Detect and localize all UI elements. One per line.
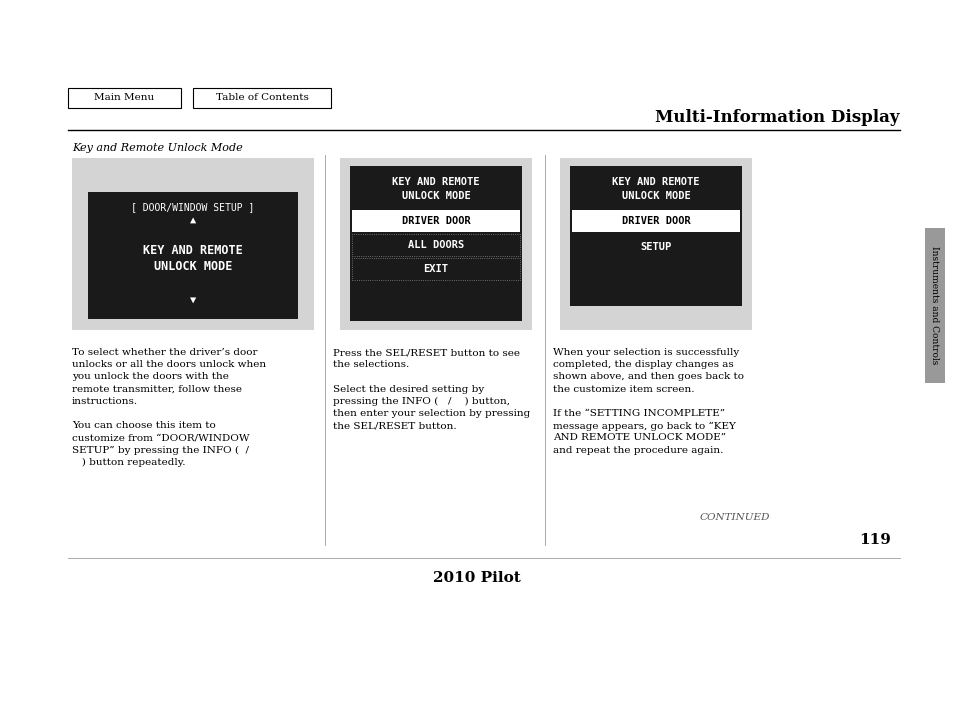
Text: [ DOOR/WINDOW SETUP ]: [ DOOR/WINDOW SETUP ] [132,202,254,212]
Text: Main Menu: Main Menu [94,94,154,102]
Bar [352,234,519,256]
Bar [559,158,751,330]
Bar [350,166,521,321]
Text: shown above, and then goes back to: shown above, and then goes back to [553,373,743,381]
Bar [569,166,741,306]
Text: Table of Contents: Table of Contents [215,94,308,102]
Text: the customize item screen.: the customize item screen. [553,385,694,393]
Text: pressing the INFO (   /    ) button,: pressing the INFO ( / ) button, [333,397,510,406]
Text: CONTINUED: CONTINUED [700,513,770,523]
Text: remote transmitter, follow these: remote transmitter, follow these [71,385,242,393]
Text: To select whether the driver’s door: To select whether the driver’s door [71,348,257,357]
Text: When your selection is successfully: When your selection is successfully [553,348,739,357]
Text: ALL DOORS: ALL DOORS [408,240,464,250]
Text: UNLOCK MODE: UNLOCK MODE [621,191,690,201]
Text: you unlock the doors with the: you unlock the doors with the [71,373,229,381]
Text: the selections.: the selections. [333,360,409,369]
Text: Key and Remote Unlock Mode: Key and Remote Unlock Mode [71,143,242,153]
Bar [352,210,519,232]
Text: Select the desired setting by: Select the desired setting by [333,385,484,393]
Bar [352,234,519,256]
Bar [924,228,944,383]
Bar [339,158,532,330]
Text: ▲: ▲ [190,215,196,225]
Text: ▼: ▼ [190,295,196,305]
Text: You can choose this item to: You can choose this item to [71,421,215,430]
Text: DRIVER DOOR: DRIVER DOOR [621,216,690,226]
Bar [71,158,314,330]
Text: KEY AND REMOTE: KEY AND REMOTE [143,244,243,256]
Bar [572,210,740,232]
Bar [88,192,297,319]
Text: If the “SETTING INCOMPLETE”: If the “SETTING INCOMPLETE” [553,409,724,418]
Text: EXIT: EXIT [423,264,448,274]
Text: 119: 119 [858,533,890,547]
Bar [352,258,519,280]
Text: UNLOCK MODE: UNLOCK MODE [401,191,470,201]
Text: 2010 Pilot: 2010 Pilot [433,571,520,585]
Text: unlocks or all the doors unlock when: unlocks or all the doors unlock when [71,360,266,369]
Bar [193,88,331,108]
Bar [572,236,740,258]
Text: ) button repeatedly.: ) button repeatedly. [71,458,185,467]
Text: Multi-Information Display: Multi-Information Display [655,109,899,126]
Text: SETUP: SETUP [639,242,671,252]
Text: then enter your selection by pressing: then enter your selection by pressing [333,409,530,418]
Text: AND REMOTE UNLOCK MODE”: AND REMOTE UNLOCK MODE” [553,433,725,442]
Text: KEY AND REMOTE: KEY AND REMOTE [612,177,699,187]
Text: Press the SEL/RESET button to see: Press the SEL/RESET button to see [333,348,519,357]
Bar [352,258,519,280]
Text: instructions.: instructions. [71,397,138,406]
Text: UNLOCK MODE: UNLOCK MODE [153,259,232,273]
Text: customize from “DOOR/WINDOW: customize from “DOOR/WINDOW [71,433,250,442]
Text: message appears, go back to “KEY: message appears, go back to “KEY [553,421,735,430]
Bar [68,88,181,108]
Text: completed, the display changes as: completed, the display changes as [553,360,733,369]
Text: Instruments and Controls: Instruments and Controls [929,246,939,365]
Text: SETUP” by pressing the INFO (  /: SETUP” by pressing the INFO ( / [71,446,249,454]
Text: DRIVER DOOR: DRIVER DOOR [401,216,470,226]
Text: KEY AND REMOTE: KEY AND REMOTE [392,177,479,187]
Text: and repeat the procedure again.: and repeat the procedure again. [553,446,722,454]
Text: the SEL/RESET button.: the SEL/RESET button. [333,421,456,430]
